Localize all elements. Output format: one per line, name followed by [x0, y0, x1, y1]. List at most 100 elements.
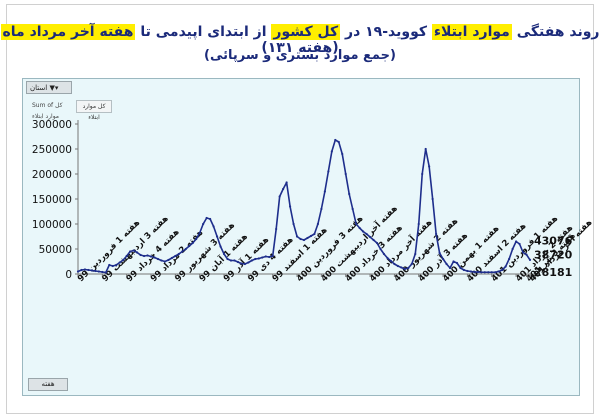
data-point	[514, 240, 518, 243]
data-point	[334, 138, 337, 142]
axis-field-button[interactable]: هفته	[28, 378, 68, 391]
data-point	[160, 259, 163, 262]
data-point	[174, 254, 177, 258]
data-point	[181, 250, 184, 253]
data-point	[94, 269, 97, 273]
data-point	[438, 251, 441, 255]
data-point	[118, 261, 121, 264]
data-point	[129, 250, 132, 253]
data-point	[382, 252, 386, 256]
data-point	[313, 232, 316, 236]
data-point	[330, 150, 333, 153]
data-point	[184, 247, 187, 251]
data-point	[323, 190, 326, 193]
data-point	[264, 255, 267, 258]
data-point	[306, 236, 309, 240]
data-point	[295, 235, 299, 238]
plot-area	[22, 78, 580, 396]
data-point	[344, 172, 347, 176]
data-point	[410, 262, 413, 266]
data-point	[292, 222, 295, 226]
data-point	[167, 258, 170, 262]
filter-icon: ▾▼	[49, 84, 59, 92]
data-point	[76, 270, 80, 273]
data-point	[146, 254, 149, 257]
data-point	[341, 152, 344, 156]
data-point	[358, 226, 361, 230]
data-point	[487, 271, 490, 274]
legend-field-button[interactable]: کل موارد ابتلاء	[76, 100, 112, 121]
data-point	[459, 266, 462, 270]
data-point	[132, 249, 135, 252]
data-point	[136, 251, 139, 254]
y-tick-label: 150000	[32, 194, 72, 206]
data-point	[80, 268, 83, 272]
data-point	[518, 242, 521, 246]
data-point	[191, 241, 194, 245]
title-highlight-1: موارد ابتلاء	[431, 24, 512, 40]
data-label: 38720	[534, 249, 573, 262]
data-point	[153, 256, 156, 259]
data-point	[501, 268, 504, 272]
data-point	[494, 271, 497, 274]
data-point	[525, 253, 528, 256]
data-point	[288, 205, 292, 208]
data-point	[379, 247, 382, 251]
data-point	[375, 241, 379, 245]
data-point	[257, 257, 260, 260]
data-point	[275, 227, 278, 231]
data-point	[198, 231, 201, 235]
data-point	[156, 257, 160, 261]
data-point	[170, 256, 173, 260]
data-point	[473, 270, 476, 274]
data-point	[490, 271, 493, 274]
data-point	[261, 256, 264, 259]
data-point	[236, 260, 240, 264]
title-highlight-3: هفته آخر مرداد ماه	[0, 24, 136, 40]
data-point	[229, 259, 233, 262]
data-point	[337, 140, 340, 144]
data-point	[250, 259, 253, 262]
data-point	[195, 237, 198, 241]
data-point	[480, 271, 483, 274]
data-point	[504, 265, 507, 268]
data-point	[403, 267, 406, 271]
data-point	[511, 247, 514, 251]
data-label: 43076	[534, 234, 573, 247]
data-point	[483, 271, 486, 274]
data-point	[219, 245, 222, 248]
data-point	[243, 262, 246, 266]
data-point	[226, 257, 229, 261]
data-point	[101, 270, 104, 274]
data-point	[428, 165, 431, 168]
data-point	[282, 187, 285, 191]
data-label: 28181	[534, 266, 572, 279]
data-point	[212, 225, 215, 228]
data-point	[115, 263, 118, 267]
data-point	[368, 235, 372, 239]
data-point	[508, 257, 511, 261]
data-point	[351, 207, 354, 211]
data-point	[386, 256, 389, 260]
chart-subtitle: (جمع موارد بستری و سرپائی)	[204, 48, 396, 63]
data-point	[424, 147, 427, 151]
data-point	[441, 257, 445, 261]
data-point	[521, 251, 525, 254]
data-point	[302, 238, 306, 242]
data-point	[348, 192, 351, 196]
data-point	[233, 259, 236, 262]
data-point	[362, 230, 365, 233]
data-point	[372, 238, 375, 242]
data-point	[309, 234, 313, 238]
data-point	[400, 266, 403, 269]
data-point	[90, 269, 94, 272]
data-point	[122, 258, 125, 262]
province-filter-button[interactable]: ▾▼ استان	[26, 81, 72, 94]
data-point	[327, 170, 330, 173]
data-point	[278, 195, 281, 198]
data-point	[396, 264, 399, 268]
data-point	[435, 232, 438, 236]
data-point	[139, 253, 142, 257]
data-point	[528, 258, 532, 262]
data-point	[393, 262, 396, 266]
